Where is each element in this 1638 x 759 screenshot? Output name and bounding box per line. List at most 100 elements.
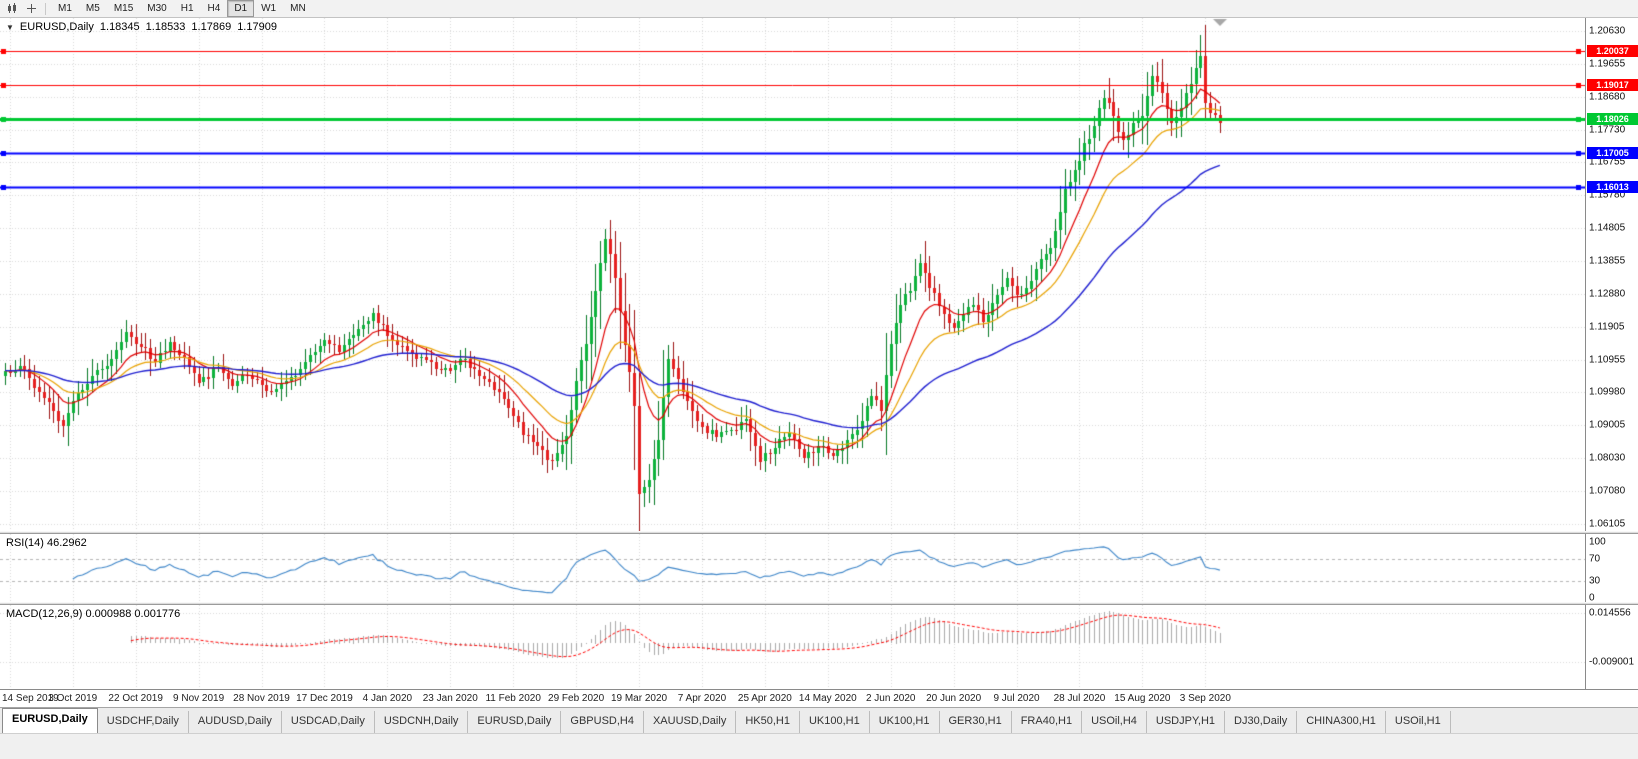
chart-tab-xauusd-daily[interactable]: XAUUSD,Daily	[644, 711, 737, 733]
date-axis-label: 3 Sep 2020	[1179, 693, 1231, 704]
chart-tab-fra40-h1[interactable]: FRA40,H1	[1012, 711, 1083, 733]
price-axis-label: 1.20630	[1589, 25, 1626, 37]
level-price-tag: 1.20037	[1587, 44, 1638, 57]
date-axis-label: 7 Apr 2020	[677, 693, 727, 704]
ohlc-close: 1.17909	[237, 21, 277, 33]
date-axis-label: 9 Nov 2019	[173, 693, 225, 704]
chart-tab-eurusd-daily[interactable]: EURUSD,Daily	[2, 708, 98, 733]
date-axis-label: 4 Jan 2020	[362, 693, 413, 704]
main-chart-pane: ▼ EURUSD,Daily 1.18345 1.18533 1.17869 1…	[0, 18, 1638, 531]
date-axis-label: 9 Jul 2020	[993, 693, 1040, 704]
price-axis-label: 1.10955	[1589, 354, 1626, 365]
date-axis[interactable]: 14 Sep 2019 3 Oct 2019 22 Oct 2019 9 Nov 20…	[0, 689, 1638, 707]
timeframe-button-h4[interactable]: H4	[207, 3, 221, 14]
chart-tab-eurusd-daily[interactable]: EURUSD,Daily	[468, 711, 562, 733]
status-bar	[0, 733, 1638, 759]
price-axis-label: 1.19655	[1589, 58, 1626, 70]
price-axis-label: 1.14805	[1589, 222, 1626, 234]
chart-tab-ger30-h1[interactable]: GER30,H1	[940, 711, 1012, 733]
chart-tab-usdchf-daily[interactable]: USDCHF,Daily	[98, 711, 189, 733]
chart-tab-usdcad-daily[interactable]: USDCAD,Daily	[282, 711, 375, 733]
price-axis-label: 1.08030	[1589, 452, 1626, 464]
chart-tab-usdjpy-h1[interactable]: USDJPY,H1	[1147, 711, 1226, 733]
price-axis-label: 1.07080	[1589, 485, 1626, 497]
level-price-tag: 1.16013	[1587, 180, 1638, 193]
chart-symbol-label: EURUSD,Daily	[19, 21, 94, 33]
price-axis-label: 1.12880	[1589, 288, 1626, 300]
main-chart-canvas[interactable]	[0, 18, 1585, 531]
date-axis-label: 29 Feb 2020	[548, 693, 605, 704]
timeframe-button-w1[interactable]: W1	[261, 3, 277, 14]
chart-tab-dj30-daily[interactable]: DJ30,Daily	[1225, 711, 1298, 733]
chart-tab-uk100-h1[interactable]: UK100,H1	[800, 711, 870, 733]
date-axis-label: 22 Oct 2019	[108, 693, 163, 704]
pane-separator-macd[interactable]	[0, 602, 1638, 605]
chart-tab-hk50-h1[interactable]: HK50,H1	[736, 711, 800, 733]
price-axis-label: 1.09005	[1589, 419, 1626, 431]
chart-tab-usoil-h1[interactable]: USOil,H1	[1386, 711, 1451, 733]
toolbar-divider	[45, 2, 46, 15]
price-axis-label: 1.09980	[1589, 386, 1626, 398]
chart-tab-usdcnh-daily[interactable]: USDCNH,Daily	[375, 711, 469, 733]
rsi-axis-label: 30	[1589, 575, 1601, 587]
timeframe-toolbar: M1 M5 M15 M30 H1 H4 D1 W1 MN	[0, 0, 1638, 18]
macd-canvas[interactable]	[0, 605, 1585, 689]
chart-header: ▼ EURUSD,Daily 1.18345 1.18533 1.17869 1…	[6, 21, 277, 33]
rsi-header: RSI(14) 46.2962	[6, 537, 87, 549]
timeframe-button-m5[interactable]: M5	[85, 3, 100, 14]
ohlc-low: 1.17869	[191, 21, 232, 33]
macd-label: MACD(12,26,9) 0.000988 0.001776	[6, 608, 181, 620]
timeframe-button-h1[interactable]: H1	[180, 3, 194, 14]
rsi-label: RSI(14) 46.2962	[6, 537, 87, 549]
date-axis-label: 19 Mar 2020	[610, 693, 668, 704]
price-axis-label: 1.06105	[1589, 518, 1626, 530]
price-axis-label: 1.15780	[1589, 189, 1626, 201]
date-axis-label: 25 Apr 2020	[737, 693, 792, 704]
date-axis-label: 3 Oct 2019	[48, 693, 98, 704]
chart-type-icon[interactable]	[3, 1, 21, 16]
level-price-tag: 1.19017	[1587, 79, 1638, 92]
macd-axis[interactable]: 0.014556 -0.009001	[1585, 605, 1638, 689]
timeframe-button-m1[interactable]: M1	[58, 3, 72, 14]
macd-axis-label: -0.009001	[1589, 656, 1635, 668]
ohlc-open: 1.18345	[99, 21, 140, 33]
pane-separator-rsi[interactable]	[0, 531, 1638, 534]
price-axis[interactable]: 1.20630 1.19655 1.18680 1.17730 1.16755 1.157…	[1585, 18, 1638, 531]
rsi-axis-label: 0	[1589, 592, 1595, 603]
date-axis-label: 20 Jun 2020	[926, 693, 982, 704]
chart-tab-uk100-h1[interactable]: UK100,H1	[870, 711, 940, 733]
chart-tab-gbpusd-h4[interactable]: GBPUSD,H4	[561, 711, 644, 733]
level-price-tag: 1.18026	[1587, 112, 1638, 125]
chart-tabs-bar: EURUSD,Daily USDCHF,Daily AUDUSD,Daily USDC…	[0, 707, 1638, 733]
chart-tab-audusd-daily[interactable]: AUDUSD,Daily	[189, 711, 282, 733]
rsi-axis-label: 70	[1589, 553, 1601, 565]
rsi-axis-label: 100	[1589, 536, 1606, 548]
price-axis-label: 1.13855	[1589, 255, 1626, 267]
timeframe-button-m30[interactable]: M30	[147, 3, 167, 14]
timeframe-button-mn[interactable]: MN	[290, 3, 306, 14]
date-axis-label: 17 Dec 2019	[296, 693, 353, 704]
macd-pane: MACD(12,26,9) 0.000988 0.001776 0.014556…	[0, 605, 1638, 689]
chart-tab-usoil-h4[interactable]: USOil,H4	[1082, 711, 1147, 733]
timeframe-button-m15[interactable]: M15	[113, 3, 134, 14]
date-axis-label: 14 May 2020	[798, 693, 857, 704]
macd-header: MACD(12,26,9) 0.000988 0.001776	[6, 608, 180, 620]
rsi-axis[interactable]: 100 70 30 0	[1585, 534, 1638, 602]
crosshair-icon[interactable]	[22, 1, 40, 16]
rsi-pane: RSI(14) 46.2962 100 70 30 0	[0, 534, 1638, 602]
price-axis-label: 1.18680	[1589, 91, 1626, 103]
timeframe-button-d1[interactable]: D1	[227, 0, 255, 17]
macd-axis-label: 0.014556	[1589, 607, 1631, 619]
price-axis-label: 1.11905	[1589, 321, 1625, 333]
rsi-canvas[interactable]	[0, 534, 1585, 602]
price-axis-label: 1.16755	[1589, 156, 1626, 168]
date-axis-label: 2 Jun 2020	[865, 693, 916, 704]
chart-tab-china300-h1[interactable]: CHINA300,H1	[1297, 711, 1386, 733]
expand-arrow-icon[interactable]: ▼	[6, 22, 14, 32]
timeframe-buttons: M1 M5 M15 M30 H1 H4 D1 W1 MN	[51, 0, 313, 17]
date-axis-label: 28 Jul 2020	[1053, 693, 1106, 704]
date-axis-label: 23 Jan 2020	[422, 693, 478, 704]
ohlc-high: 1.18533	[145, 21, 186, 33]
date-axis-label: 11 Feb 2020	[485, 693, 541, 704]
